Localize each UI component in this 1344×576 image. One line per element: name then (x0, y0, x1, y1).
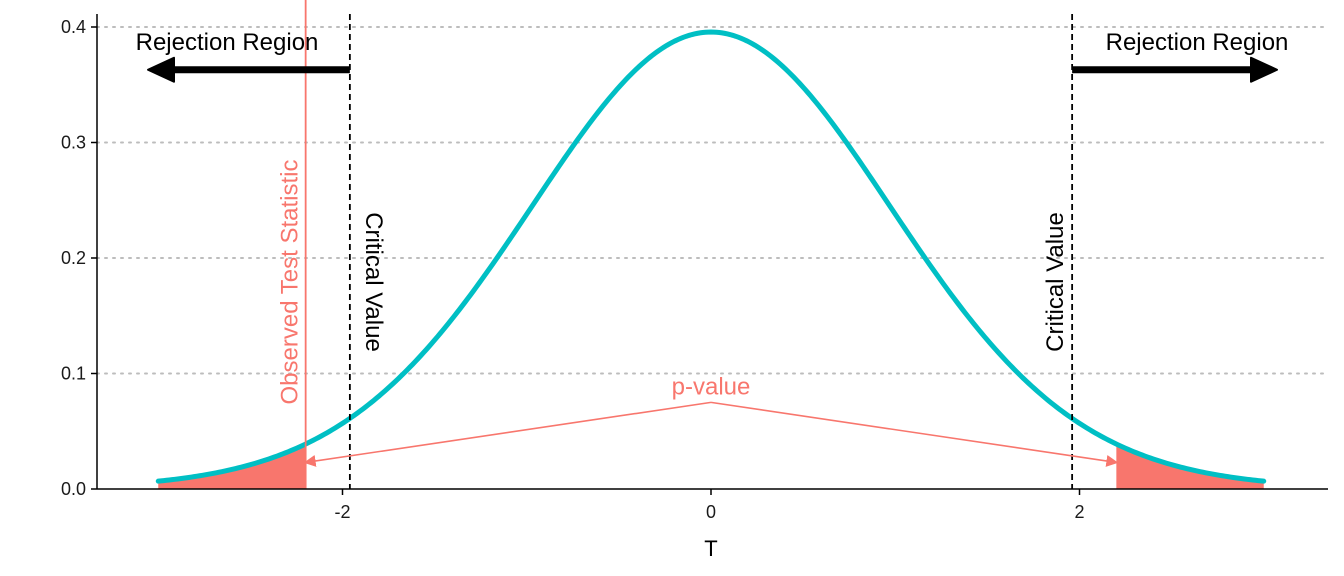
ticks-layer: 0.0 0.1 0.2 0.3 0.4 -2 0 2 (61, 17, 1085, 522)
lines-layer (147, 0, 1278, 489)
x-axis-title: T (704, 536, 717, 561)
observed-statistic-label: Observed Test Statistic (277, 160, 304, 405)
x-tick-label: 0 (706, 502, 716, 522)
shade-layer (158, 444, 1264, 489)
p-value-arrow-right (710, 401, 1119, 467)
rejection-region-left-label: Rejection Region (136, 29, 319, 56)
curve-layer (155, 29, 1267, 484)
x-tick-label: 2 (1074, 502, 1084, 522)
y-tick-label: 0.0 (61, 479, 86, 499)
y-tick-label: 0.1 (61, 364, 86, 384)
rejection-arrow-head (1250, 56, 1278, 83)
p-value-arrow-left (303, 401, 712, 467)
p-value-area-left (158, 444, 306, 489)
rejection-arrow-left (147, 56, 350, 83)
y-tick-label: 0.2 (61, 248, 86, 268)
p-value-area-right (1116, 444, 1264, 489)
grid-layer (96, 26, 1329, 375)
y-tick-label: 0.4 (61, 17, 86, 37)
p-value-label: p-value (672, 373, 751, 400)
rejection-arrow-right (1072, 56, 1278, 83)
y-tick-label: 0.3 (61, 133, 86, 153)
x-tick-label: -2 (334, 502, 350, 522)
density-curve (155, 29, 1267, 484)
critical-value-left-label: Critical Value (360, 212, 387, 352)
axes-layer (96, 14, 1328, 490)
critical-value-right-label: Critical Value (1042, 212, 1069, 352)
rejection-arrow-head (147, 56, 175, 83)
rejection-region-right-label: Rejection Region (1106, 29, 1289, 56)
